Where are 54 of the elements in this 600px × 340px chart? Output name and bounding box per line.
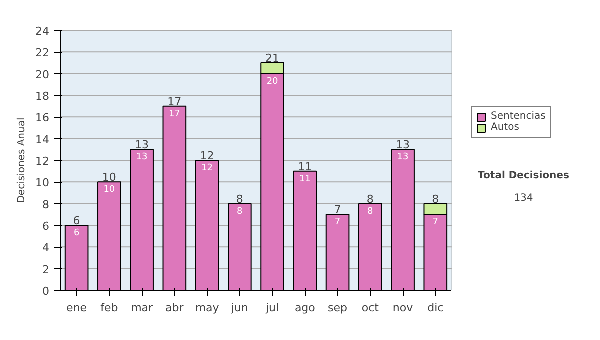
text: Total Decisiones xyxy=(478,170,570,182)
x-tick-label: dic xyxy=(428,302,444,314)
x-tick-label: jun xyxy=(230,302,248,314)
y-tick-label: 10 xyxy=(36,176,50,190)
data-label: 8 xyxy=(368,206,374,217)
data-label: 8 xyxy=(237,206,244,217)
x-tick-label: ago xyxy=(294,302,316,314)
data-label: 13 xyxy=(136,152,148,163)
total-label: 13 xyxy=(135,138,150,152)
data-label: 6 xyxy=(74,228,80,238)
x-tick-label: nov xyxy=(392,302,414,314)
y-tick-label: 18 xyxy=(36,90,50,103)
data-label: 12 xyxy=(202,164,214,174)
y-axis-title: Decisiones Anual xyxy=(16,118,28,204)
x-tick-label: feb xyxy=(100,302,118,314)
total-label: 17 xyxy=(168,95,182,108)
data-label: 11 xyxy=(299,174,311,184)
y-tick-label: 16 xyxy=(36,112,50,125)
y-tick-label: 14 xyxy=(36,133,50,146)
y-tick-label: 2 xyxy=(42,263,50,276)
y-tick-label: 20 xyxy=(36,68,50,82)
data-label: 17 xyxy=(168,109,180,120)
total-label: 7 xyxy=(334,204,342,217)
total-label: 8 xyxy=(366,192,374,206)
total-label: 11 xyxy=(298,160,312,174)
text: 134 xyxy=(514,192,534,204)
x-tick-label: sep xyxy=(328,302,348,314)
x-tick-label: mar xyxy=(131,302,154,314)
y-tick-label: 22 xyxy=(36,46,50,60)
y-tick-label: 0 xyxy=(42,285,50,298)
y-tick-label: 8 xyxy=(42,198,50,212)
data-label: 7 xyxy=(334,218,341,228)
x-tick-label: abr xyxy=(166,302,184,314)
x-tick-label: jul xyxy=(265,302,280,314)
y-tick-label: 6 xyxy=(42,220,50,233)
total-label: 13 xyxy=(396,138,410,152)
legend-label: Sentencias xyxy=(491,111,546,122)
data-label: 13 xyxy=(397,152,409,163)
total-label: 12 xyxy=(200,150,214,162)
y-tick-label: 4 xyxy=(42,242,50,255)
total-label: 8 xyxy=(236,192,244,206)
data-label: 20 xyxy=(266,76,279,87)
total-label: 21 xyxy=(266,52,280,65)
y-tick-label: 12 xyxy=(36,155,50,168)
total-label: 8 xyxy=(432,192,440,206)
x-tick-label: oct xyxy=(362,302,380,314)
total-label: 10 xyxy=(102,171,116,184)
data-label: 10 xyxy=(104,185,116,196)
x-tick-label: ene xyxy=(66,302,88,314)
legend-label: Autos xyxy=(491,122,520,133)
total-label: 6 xyxy=(73,214,80,228)
x-tick-label: may xyxy=(195,302,220,314)
y-tick-label: 24 xyxy=(36,25,50,38)
data-label: 7 xyxy=(432,218,439,228)
